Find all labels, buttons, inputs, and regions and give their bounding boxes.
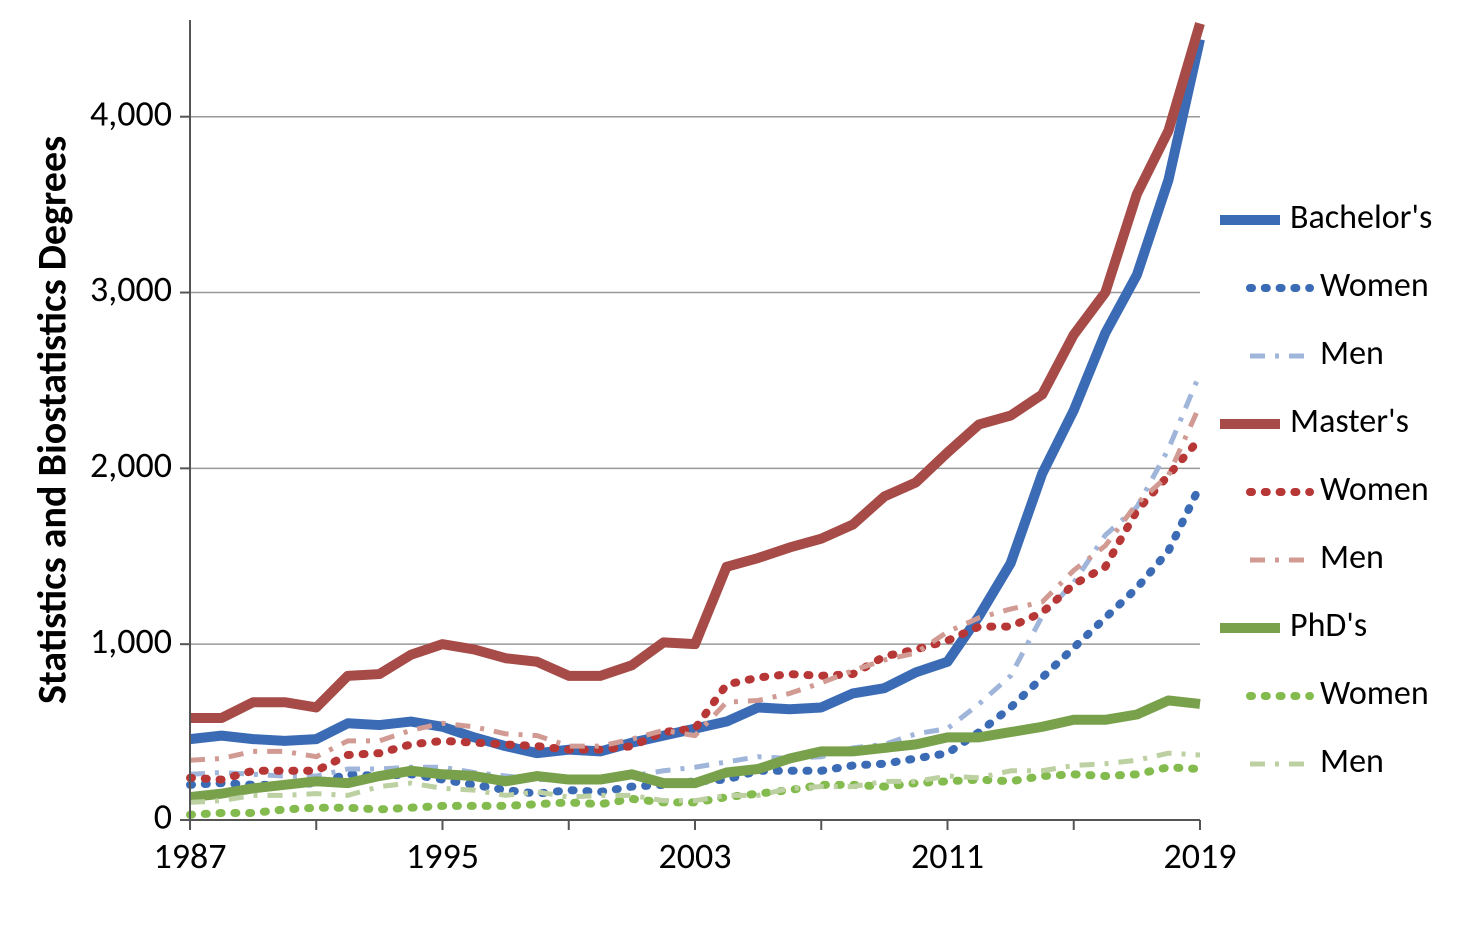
y-tick-label: 4,000 [90,91,172,135]
x-tick-label: 2003 [659,834,732,878]
legend-label-phds_men: Men [1320,741,1384,782]
y-tick-label: 0 [154,795,172,839]
legend-label-phds_women: Women [1320,673,1429,714]
y-tick-label: 3,000 [90,267,172,311]
x-tick-label: 1995 [406,834,479,878]
legend-label-masters: Master's [1290,401,1409,442]
x-tick-label: 2019 [1164,834,1237,878]
x-tick-label: 2011 [911,834,984,878]
x-tick-label: 1987 [154,834,227,878]
y-axis-title: Statistics and Biostatistics Degrees [28,136,77,704]
y-tick-label: 1,000 [90,619,172,663]
legend-label-masters_men: Men [1320,537,1384,578]
legend-label-masters_women: Women [1320,469,1429,510]
line-chart: 0 1,000 2,000 3,000 4,000 Statistics and Bios… [0,0,1460,936]
legend-label-bachelors_men: Men [1320,333,1384,374]
legend-label-bachelors: Bachelor's [1290,197,1432,238]
y-tick-label: 2,000 [90,443,172,487]
chart-container: 0 1,000 2,000 3,000 4,000 Statistics and Bios… [0,0,1460,936]
legend-label-phds: PhD's [1290,605,1367,646]
legend-label-bachelors_women: Women [1320,265,1429,306]
